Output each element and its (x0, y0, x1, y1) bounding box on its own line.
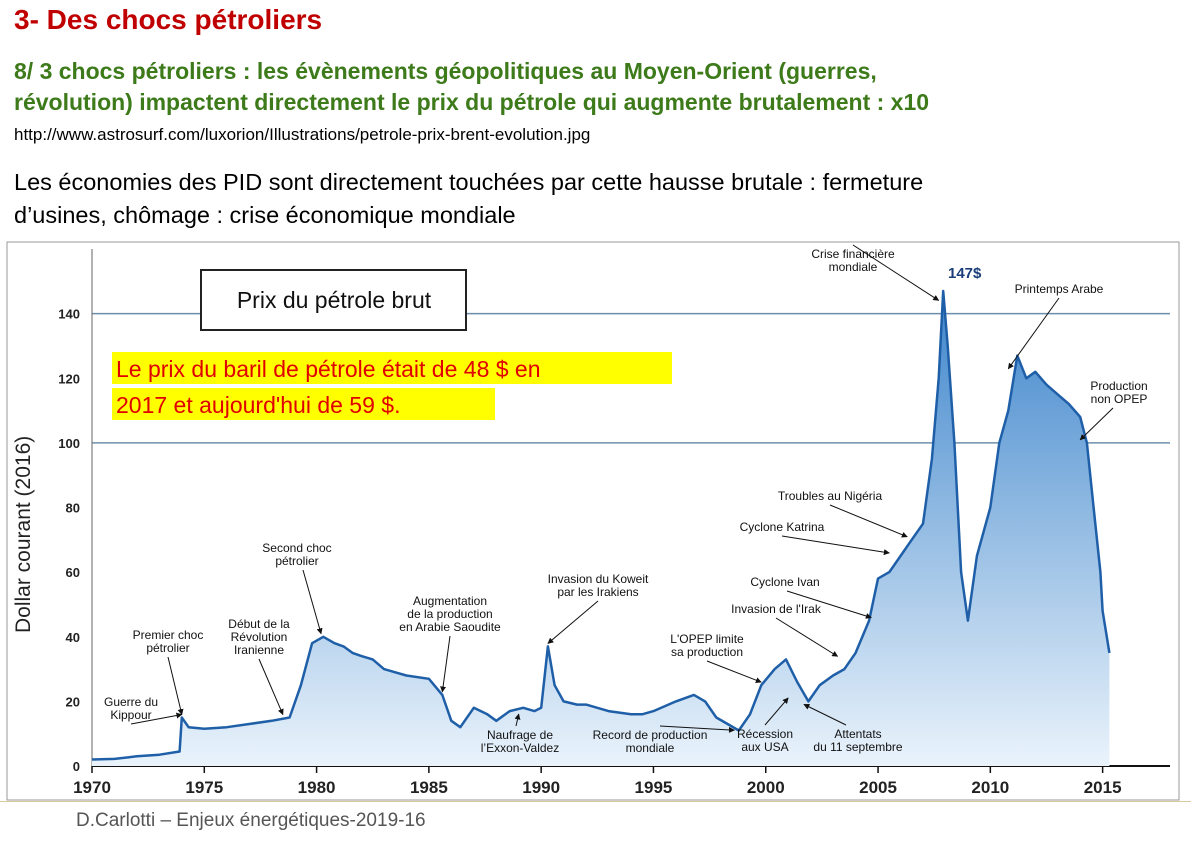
subtitle-line-1: 8/ 3 chocs pétroliers : les évènements g… (14, 58, 877, 84)
annotation-arrow-6 (547, 600, 599, 644)
annotation-1: Premier choc pétrolier (133, 628, 204, 655)
price-line (91, 289, 1111, 761)
annotation-arrow-16 (1007, 297, 1060, 370)
annotation-arrow-15 (852, 244, 940, 301)
note-highlight-1 (112, 352, 672, 384)
source-url: http://www.astrosurf.com/luxorion/Illust… (14, 125, 591, 144)
note-line-1: Le prix du baril de pétrole était de 48 … (116, 356, 541, 382)
y-axis-label: Dollar courant (2016) (12, 436, 35, 633)
y-tick-label-2: 40 (66, 630, 80, 645)
annotation-arrow-14 (829, 504, 908, 538)
x-tick-label-4: 1990 (522, 778, 560, 797)
footer-divider (0, 801, 1191, 802)
slide-title: 3- Des chocs pétroliers (14, 4, 323, 35)
series-group (91, 289, 1111, 766)
conclusion-text: Les économies des PID sont directement t… (14, 166, 923, 232)
annotation-arrow-12 (786, 590, 872, 619)
annotation-16: Printemps Arabe (1015, 282, 1104, 296)
annotation-3: Second choc pétrolier (262, 541, 331, 568)
annotation-arrow-17 (1079, 407, 1114, 441)
annotation-arrow-9 (764, 697, 789, 726)
note-line-2: 2017 et aujourd'hui de 59 $. (116, 392, 400, 418)
x-tick-label-9: 2015 (1084, 778, 1122, 797)
annotation-2: Début de la Révolution Iranienne (228, 617, 290, 657)
annotation-17: Production non OPEP (1090, 379, 1147, 406)
y-tick-label-3: 60 (66, 565, 80, 580)
price-area (92, 291, 1110, 766)
annotation-0: Guerre du Kippour (104, 695, 158, 722)
annotation-12: Cyclone Ivan (750, 575, 819, 589)
annotation-arrow-7 (659, 725, 735, 733)
annotation-arrow-3 (302, 569, 323, 635)
y-tick-label-7: 140 (58, 307, 80, 322)
footer-text: D.Carlotti – Enjeux énergétiques-2019-16 (76, 810, 426, 831)
conclusion-line-2: d’usines, chômage : crise économique mon… (14, 202, 516, 228)
y-tick-label-0: 0 (73, 759, 80, 774)
x-tick-label-5: 1995 (635, 778, 673, 797)
annotation-7: Record de production mondiale (593, 728, 708, 755)
subtitle-line-2: révolution) impactent directement le pri… (14, 89, 930, 115)
annotation-arrow-4 (440, 635, 451, 693)
x-ticks: 1970 1975 1980 1985 1990 1995 2000 2005 2010 2015 (73, 766, 1122, 797)
peak-label: 147$ (948, 265, 982, 282)
chart-title-box (200, 269, 467, 331)
y-tick-label-4: 80 (66, 501, 80, 516)
annotation-4: Augmentation de la production en Arabie Sa… (399, 594, 501, 634)
y-ticks: 0 20 40 60 80 100 120 140 (58, 307, 80, 774)
note-highlight-2 (112, 388, 495, 420)
annotations-group: Guerre du Kippour Premier choc pétrolier Déb… (104, 244, 1148, 755)
annotation-arrow-5 (514, 713, 521, 727)
annotation-arrow-8 (706, 660, 762, 684)
annotation-15: Crise financière mondiale (811, 247, 895, 274)
x-tick-label-7: 2005 (859, 778, 897, 797)
annotation-6: Invasion du Koweit par les Irakiens (548, 572, 649, 599)
y-tick-label-1: 20 (66, 694, 80, 709)
annotation-arrow-13 (781, 535, 890, 556)
x-tick-label-0: 1970 (73, 778, 111, 797)
annotation-13: Cyclone Katrina (740, 520, 825, 534)
annotation-11: Invasion de l'Irak (731, 602, 822, 616)
annotation-5: Naufrage de l’Exxon-Valdez (481, 728, 559, 755)
x-tick-label-6: 2000 (747, 778, 785, 797)
x-tick-label-8: 2010 (971, 778, 1009, 797)
x-tick-label-1: 1975 (185, 778, 223, 797)
annotation-8: L'OPEP limite sa production (670, 632, 744, 659)
chart-title: Prix du pétrole brut (237, 287, 432, 313)
annotation-arrow-1 (167, 656, 184, 716)
x-tick-label-3: 1985 (410, 778, 448, 797)
conclusion-line-1: Les économies des PID sont directement t… (14, 169, 924, 195)
annotation-arrow-11 (775, 617, 839, 657)
annotation-arrow-0 (130, 712, 183, 725)
y-tick-label-5: 100 (58, 436, 80, 451)
annotation-9: Récession aux USA (737, 727, 793, 754)
annotation-arrow-2 (258, 658, 284, 716)
subtitle: 8/ 3 chocs pétroliers : les évènements g… (14, 56, 929, 118)
annotation-10: Attentats du 11 septembre (813, 727, 902, 754)
annotation-arrow-10 (803, 703, 847, 726)
y-tick-label-6: 120 (58, 371, 80, 386)
annotation-14: Troubles au Nigéria (778, 489, 883, 503)
x-tick-label-2: 1980 (298, 778, 336, 797)
